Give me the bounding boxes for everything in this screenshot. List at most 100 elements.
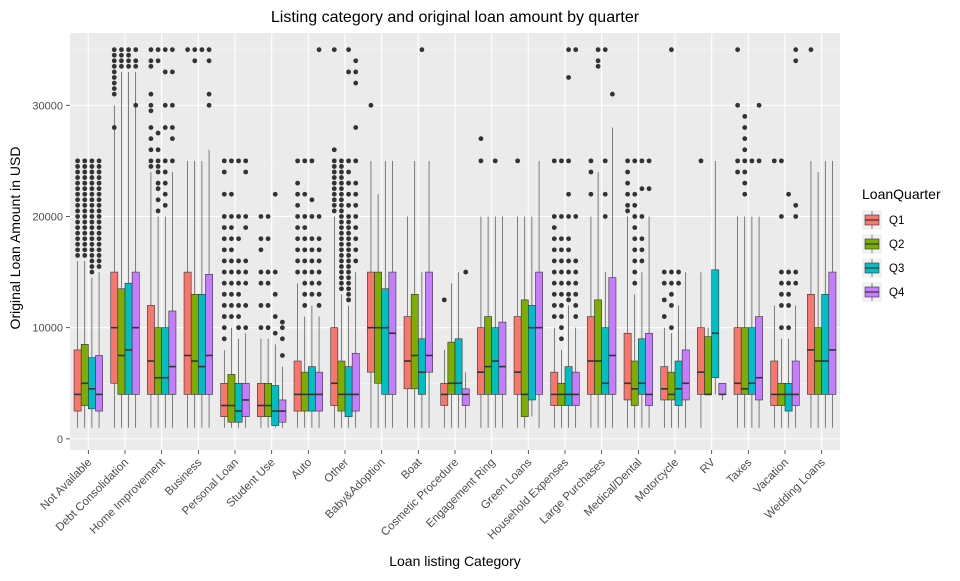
outlier-point [346, 225, 351, 231]
outlier-point [463, 269, 469, 275]
box-q2 [80, 158, 89, 428]
outlier-point [566, 291, 571, 297]
outlier-point [155, 169, 161, 175]
outlier-point [331, 208, 337, 214]
outlier-point [111, 91, 117, 97]
outlier-point [559, 269, 564, 275]
outlier-point [339, 219, 344, 225]
outlier-point [346, 158, 351, 164]
outlier-point [236, 280, 241, 286]
outlier-point [793, 202, 799, 208]
outlier-point [559, 291, 564, 297]
outlier-point [89, 230, 95, 236]
outlier-point [148, 63, 154, 69]
outlier-point [632, 191, 638, 197]
outlier-point [89, 175, 95, 180]
outlier-point [96, 169, 102, 175]
outlier-point [169, 136, 175, 142]
box-q4 [95, 158, 103, 428]
box-body [124, 282, 133, 395]
box-q2 [264, 214, 272, 428]
box-body [477, 327, 485, 395]
outlier-point [339, 180, 344, 186]
outlier-point [75, 247, 81, 253]
outlier-point [559, 258, 564, 264]
outlier-point [221, 214, 227, 219]
outlier-point [676, 280, 681, 286]
outlier-point [346, 269, 351, 275]
x-tick-label: Auto [289, 457, 314, 482]
outlier-point [331, 197, 337, 203]
outlier-point [162, 202, 168, 208]
outlier-point [779, 280, 784, 286]
outlier-point [75, 191, 81, 197]
outlier-point [89, 180, 95, 186]
outlier-point [155, 208, 161, 214]
outlier-point [133, 58, 139, 64]
outlier-point [353, 247, 359, 253]
outlier-point [646, 158, 652, 164]
outlier-point [75, 186, 81, 192]
box-q4 [241, 158, 250, 428]
outlier-point [573, 303, 579, 308]
outlier-point [162, 47, 168, 53]
outlier-point [346, 247, 351, 253]
outlier-point [566, 247, 571, 253]
outlier-point [272, 291, 278, 297]
outlier-point [316, 280, 322, 286]
outlier-point [75, 169, 81, 175]
outlier-point [258, 280, 264, 286]
outlier-point [353, 58, 359, 64]
outlier-point [162, 180, 168, 186]
outlier-point [742, 136, 748, 142]
box-q4 [791, 47, 800, 428]
y-tick-label: 30000 [32, 100, 63, 112]
outlier-point [243, 258, 249, 264]
outlier-point [551, 280, 557, 286]
outlier-point [625, 180, 631, 186]
box-q2 [190, 47, 199, 428]
category-group [257, 191, 287, 428]
outlier-point [265, 303, 271, 308]
box-body [403, 316, 412, 390]
box-q3 [711, 160, 720, 395]
outlier-point [639, 258, 645, 264]
outlier-point [559, 325, 564, 331]
box-body [300, 371, 309, 412]
x-tick-label: Boat [399, 456, 425, 482]
outlier-point [551, 158, 557, 164]
outlier-point [779, 303, 784, 308]
x-tick-label: RV [698, 456, 718, 476]
outlier-point [236, 158, 241, 164]
outlier-point [602, 47, 608, 53]
box-body [587, 316, 595, 395]
outlier-point [742, 147, 748, 153]
outlier-point [229, 236, 234, 242]
outlier-point [302, 225, 308, 231]
outlier-point [339, 202, 344, 208]
outlier-point [779, 291, 784, 297]
outlier-point [169, 158, 175, 164]
outlier-point [309, 291, 315, 297]
outlier-point [302, 247, 308, 253]
outlier-point [302, 191, 308, 197]
outlier-point [331, 158, 337, 164]
box-body [594, 299, 602, 395]
outlier-point [89, 264, 95, 269]
box-body [147, 305, 155, 395]
outlier-point [346, 214, 351, 219]
outlier-point [735, 169, 741, 175]
outlier-point [236, 314, 241, 319]
x-tick-label: Other [322, 457, 351, 486]
outlier-point [316, 269, 322, 275]
outlier-point [559, 336, 564, 342]
outlier-point [236, 325, 241, 331]
outlier-point [89, 186, 95, 192]
x-axis-title: Loan listing Category [389, 553, 521, 569]
outlier-point [89, 258, 95, 264]
legend-key-q3 [862, 258, 882, 278]
box-body [367, 271, 375, 373]
box-body [315, 371, 323, 412]
outlier-point [295, 247, 301, 253]
